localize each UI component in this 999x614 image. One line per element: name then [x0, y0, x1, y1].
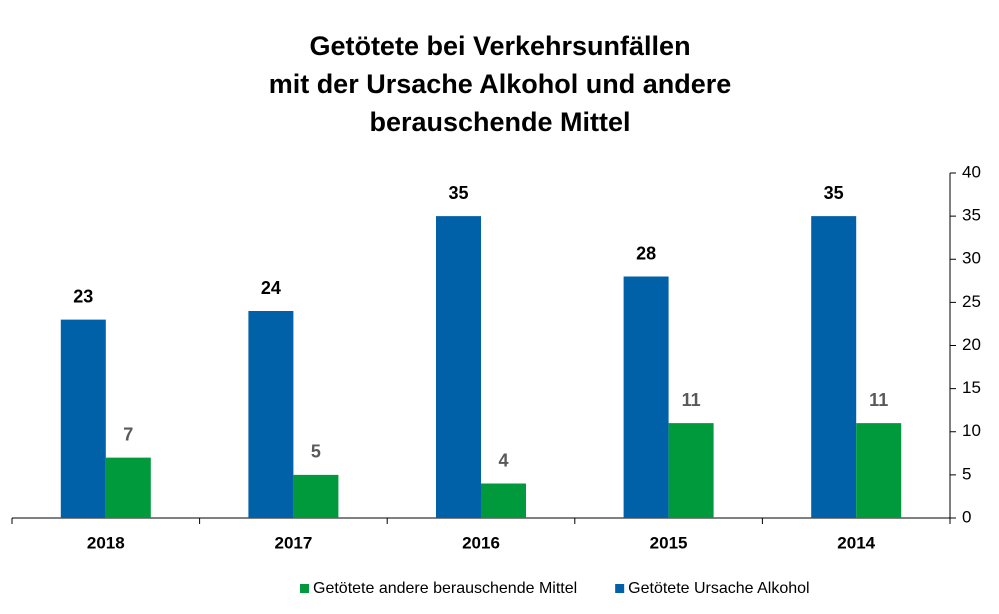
chart-title: berauschende Mittel	[369, 107, 630, 137]
chart-title: mit der Ursache Alkohol und andere	[269, 69, 732, 99]
y-tick-label: 40	[962, 162, 981, 181]
data-label: 7	[123, 424, 133, 444]
data-label: 5	[311, 442, 321, 462]
y-tick-label: 15	[962, 378, 981, 397]
bar	[105, 457, 151, 518]
y-tick-label: 0	[962, 507, 971, 526]
data-label: 28	[636, 243, 656, 263]
x-tick-label: 2014	[837, 533, 875, 552]
y-tick-label: 10	[962, 421, 981, 440]
x-tick-label: 2016	[462, 533, 500, 552]
y-tick-label: 5	[962, 464, 971, 483]
x-tick-label: 2015	[650, 533, 688, 552]
x-tick-label: 2018	[87, 533, 125, 552]
y-tick-label: 30	[962, 249, 981, 268]
data-label: 11	[682, 390, 701, 410]
bar	[856, 423, 902, 518]
bar	[623, 276, 669, 518]
y-tick-label: 20	[962, 335, 981, 354]
bar	[668, 423, 714, 518]
bar	[293, 474, 339, 518]
bar	[60, 319, 106, 518]
chart-title: Getötete bei Verkehrsunfällen	[309, 31, 690, 61]
legend-label: Getötete Ursache Alkohol	[628, 580, 809, 597]
y-tick-label: 35	[962, 206, 981, 225]
legend-swatch	[615, 584, 625, 593]
bar	[481, 483, 526, 518]
data-label: 24	[261, 278, 281, 298]
data-label: 35	[824, 183, 844, 203]
data-label: 11	[869, 390, 888, 410]
x-tick-label: 2017	[274, 533, 312, 552]
data-label: 23	[73, 286, 93, 306]
y-tick-label: 25	[962, 292, 981, 311]
legend-label: Getötete andere berauschende Mittel	[313, 580, 577, 597]
data-label: 35	[448, 183, 468, 203]
data-label: 4	[498, 450, 508, 470]
legend-swatch	[300, 584, 309, 593]
bar	[811, 216, 857, 518]
bar	[436, 216, 481, 518]
bar	[248, 311, 294, 518]
